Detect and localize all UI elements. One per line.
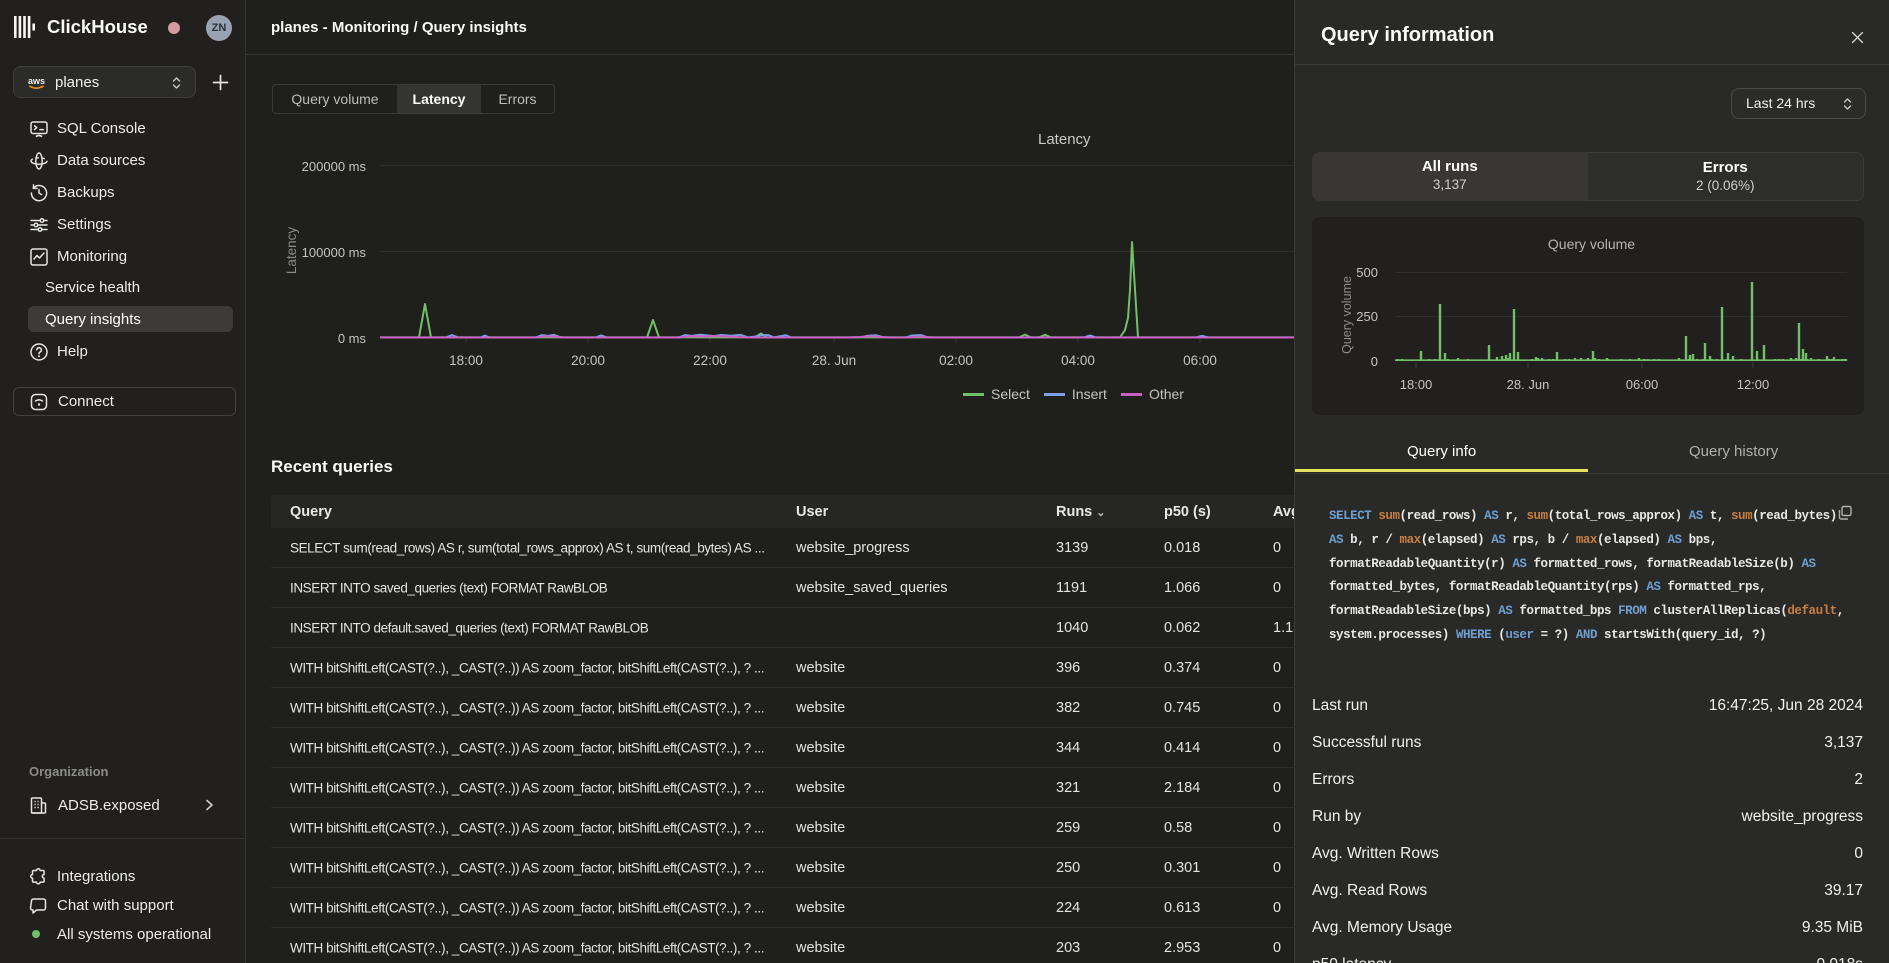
svg-text:aws: aws xyxy=(28,76,45,86)
